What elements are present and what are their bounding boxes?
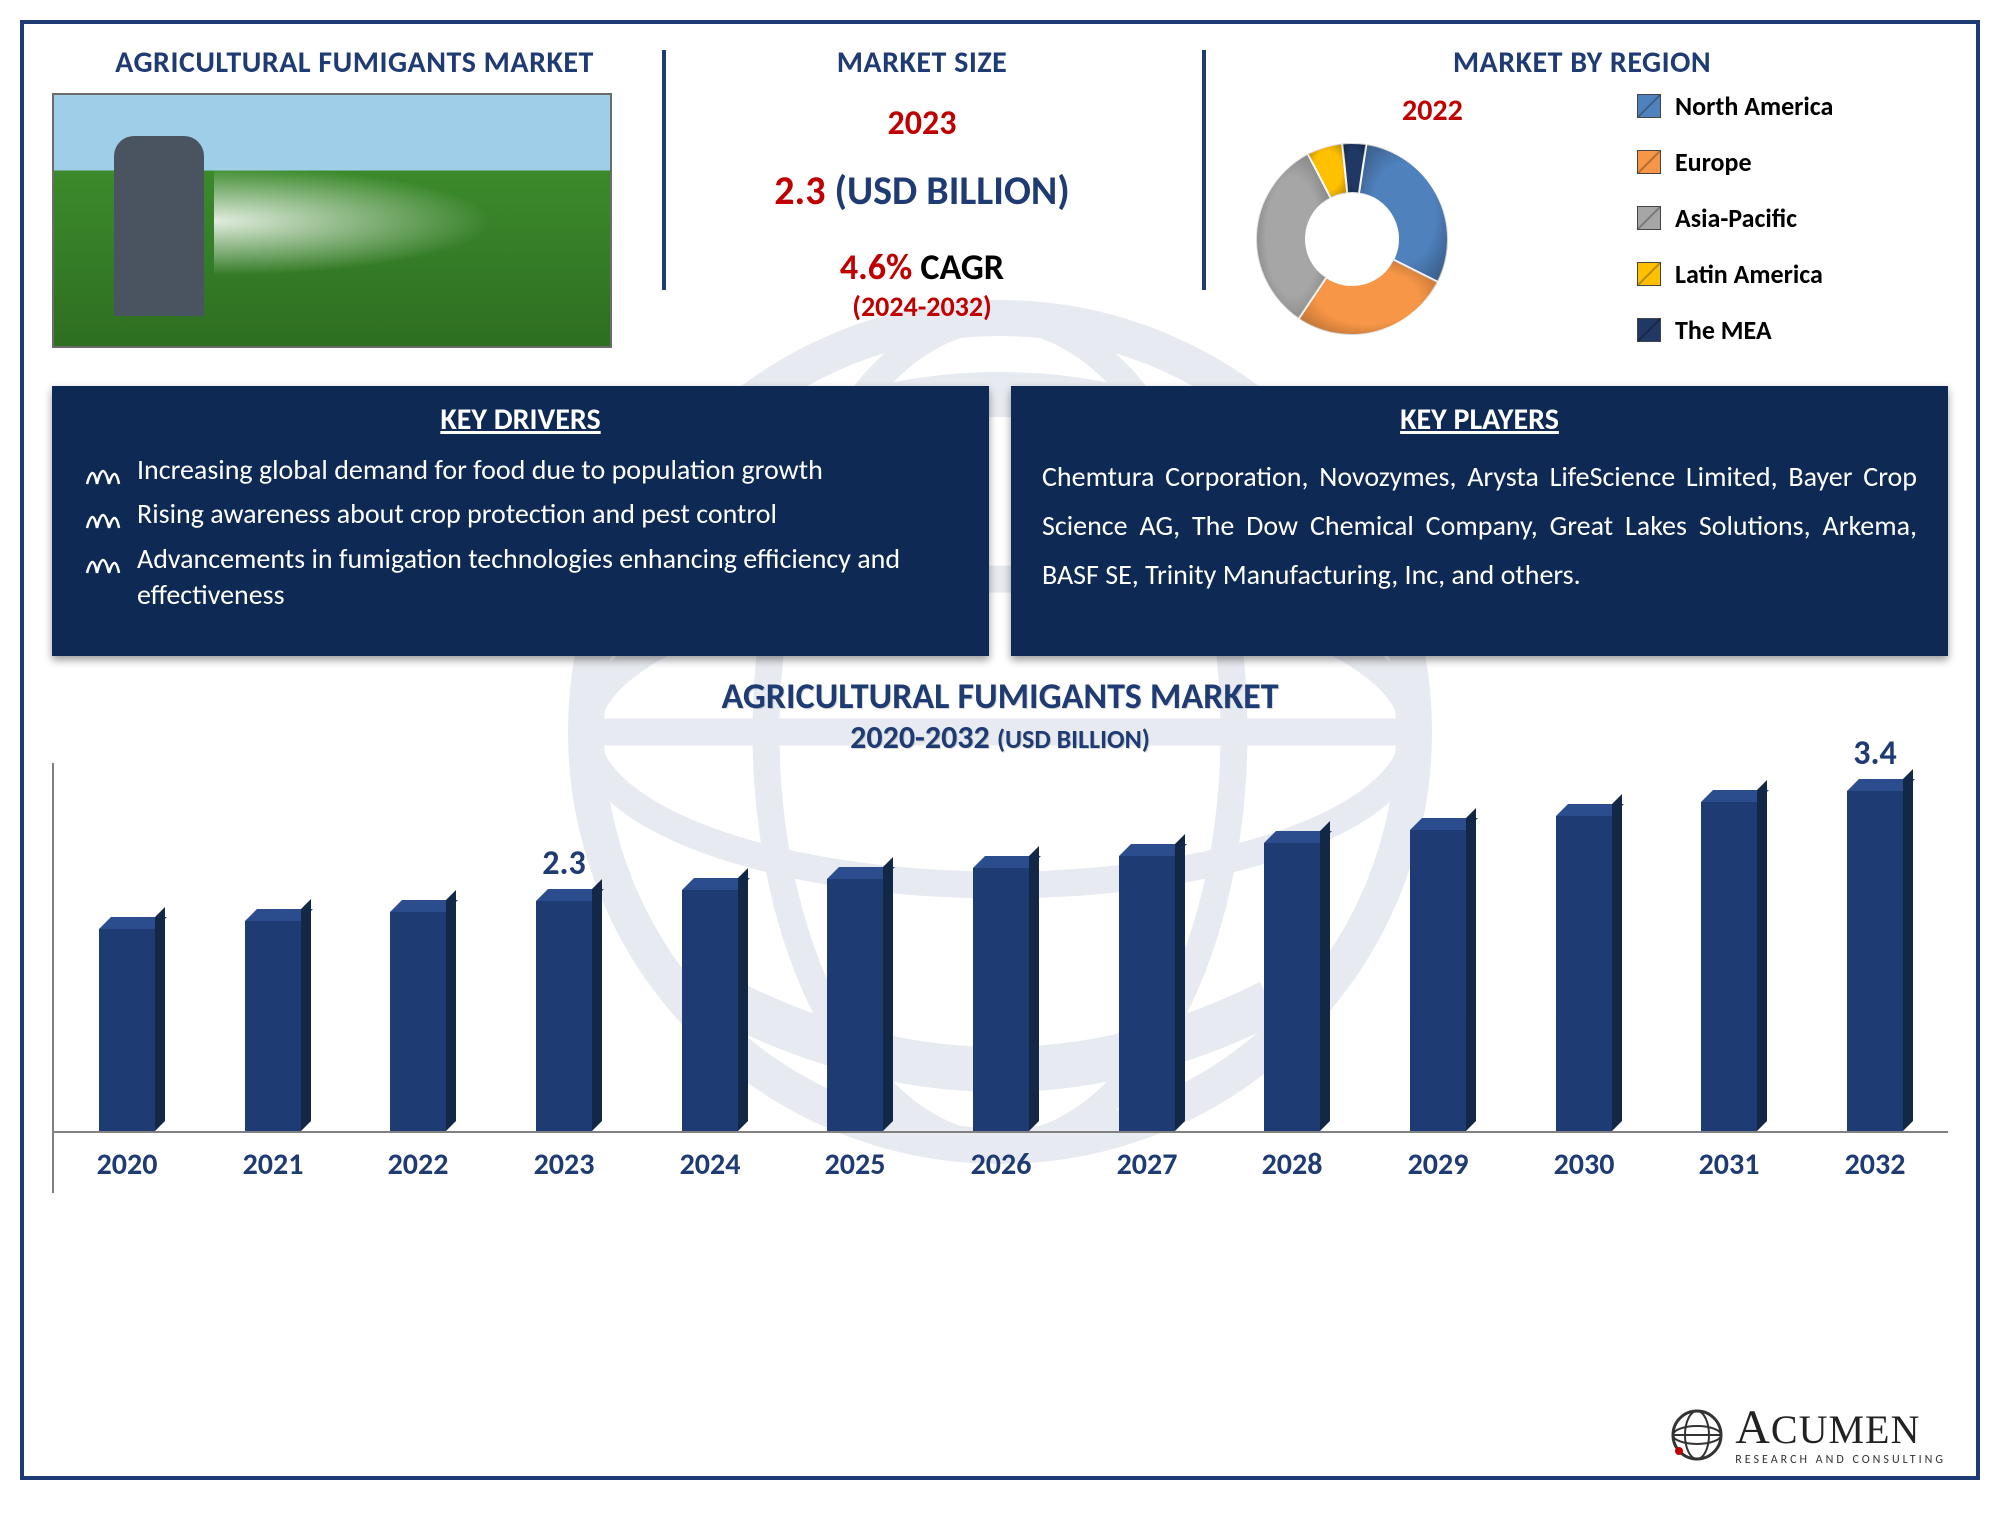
heading-market-size: MARKET SIZE	[657, 44, 1187, 81]
bar-chart-subtitle: 2020-2032 (USD BILLION)	[52, 718, 1948, 757]
market-size-unit: (USD BILLION)	[835, 166, 1070, 215]
hero-image-placeholder	[52, 93, 612, 348]
bar-chart-title: AGRICULTURAL FUMIGANTS MARKET	[52, 674, 1948, 718]
info-boxes-row: KEY DRIVERS Increasing global demand for…	[52, 386, 1948, 656]
key-drivers-title: KEY DRIVERS	[83, 401, 958, 438]
legend-label: North America	[1675, 90, 1833, 122]
bar: 2028	[1264, 843, 1320, 1131]
market-size-value: 2.3 (USD BILLION)	[657, 166, 1187, 215]
bar: 2031	[1701, 802, 1757, 1131]
legend-item: Latin America	[1637, 258, 1833, 290]
heading-market-region: MARKET BY REGION	[1217, 44, 1947, 81]
bar-value-label: 3.4	[1853, 733, 1897, 774]
bar-value-label: 2.3	[542, 843, 586, 884]
bar: 2022	[390, 912, 446, 1131]
legend-item: Europe	[1637, 146, 1833, 178]
driver-item: Increasing global demand for food due to…	[83, 452, 958, 488]
key-players-text: Chemtura Corporation, Novozymes, Arysta …	[1042, 452, 1917, 599]
legend-item: The MEA	[1637, 314, 1833, 346]
bar-chart-plot: 20202021202220232.3202420252026202720282…	[52, 763, 1948, 1193]
bar: 20323.4	[1847, 791, 1903, 1131]
bar: 2027	[1119, 856, 1175, 1131]
legend-label: Europe	[1675, 146, 1752, 178]
bar-category-label: 2032	[1845, 1146, 1906, 1183]
logo-text: ACUMEN RESEARCH AND CONSULTING	[1735, 1404, 1946, 1466]
donut-chart	[1247, 134, 1457, 344]
bar-category-label: 2031	[1699, 1146, 1760, 1183]
cagr-range: (2024-2032)	[657, 289, 1187, 324]
legend-swatch	[1637, 206, 1661, 230]
panel-market-region: MARKET BY REGION 2022 North America Europ…	[1187, 44, 1947, 364]
bar-category-label: 2022	[388, 1146, 449, 1183]
bar: 2024	[682, 890, 738, 1131]
heading-market-name: AGRICULTURAL FUMIGANTS MARKET	[52, 44, 657, 81]
bar-chart-unit: (USD BILLION)	[997, 723, 1150, 755]
bar-chart-baseline	[54, 1131, 1948, 1133]
bar-category-label: 2020	[96, 1146, 157, 1183]
brand-logo: ACUMEN RESEARCH AND CONSULTING	[1669, 1404, 1946, 1466]
bar: 2030	[1556, 816, 1612, 1131]
logo-tagline: RESEARCH AND CONSULTING	[1735, 1454, 1946, 1466]
key-drivers-box: KEY DRIVERS Increasing global demand for…	[52, 386, 989, 656]
bar: 2025	[827, 879, 883, 1131]
logo-globe-icon	[1669, 1407, 1725, 1463]
bar-category-label: 2027	[1116, 1146, 1177, 1183]
bar-chart-area: AGRICULTURAL FUMIGANTS MARKET 2020-2032 …	[52, 674, 1948, 1193]
legend-label: Latin America	[1675, 258, 1823, 290]
bar: 2020	[99, 929, 155, 1131]
legend-swatch	[1637, 94, 1661, 118]
legend-item: Asia-Pacific	[1637, 202, 1833, 234]
market-cagr: 4.6% CAGR	[657, 245, 1187, 289]
bar-chart-range: 2020-2032	[850, 718, 990, 757]
bar: 2021	[245, 921, 301, 1131]
legend-swatch	[1637, 318, 1661, 342]
market-size-year: 2023	[657, 103, 1187, 144]
driver-item: Rising awareness about crop protection a…	[83, 496, 958, 532]
region-year: 2022	[1402, 92, 1463, 129]
legend-label: Asia-Pacific	[1675, 202, 1797, 234]
bar-category-label: 2024	[679, 1146, 740, 1183]
legend-item: North America	[1637, 90, 1833, 122]
legend-swatch	[1637, 150, 1661, 174]
donut-legend: North America Europe Asia-Pacific Latin Ame…	[1637, 90, 1833, 370]
panel-title-image: AGRICULTURAL FUMIGANTS MARKET	[52, 44, 657, 364]
bar-category-label: 2025	[825, 1146, 886, 1183]
top-row: AGRICULTURAL FUMIGANTS MARKET MARKET SIZ…	[52, 44, 1948, 364]
cagr-label: CAGR	[920, 245, 1004, 289]
key-players-box: KEY PLAYERS Chemtura Corporation, Novozy…	[1011, 386, 1948, 656]
key-players-title: KEY PLAYERS	[1042, 401, 1917, 438]
driver-item: Advancements in fumigation technologies …	[83, 541, 958, 614]
bar: 2026	[973, 868, 1029, 1131]
bar-category-label: 2030	[1553, 1146, 1614, 1183]
bar-category-label: 2021	[242, 1146, 303, 1183]
bar-category-label: 2028	[1262, 1146, 1323, 1183]
cagr-value: 4.6%	[840, 245, 912, 289]
key-drivers-list: Increasing global demand for food due to…	[83, 452, 958, 614]
panel-market-size: MARKET SIZE 2023 2.3 (USD BILLION) 4.6% …	[657, 44, 1187, 364]
market-size-number: 2.3	[774, 166, 825, 215]
infographic-frame: AGRICULTURAL FUMIGANTS MARKET MARKET SIZ…	[20, 20, 1980, 1480]
bar: 2029	[1410, 830, 1466, 1131]
legend-swatch	[1637, 262, 1661, 286]
legend-label: The MEA	[1675, 314, 1772, 346]
bar: 20232.3	[536, 901, 592, 1131]
logo-name: ACUMEN	[1735, 1404, 1946, 1452]
bar-category-label: 2026	[971, 1146, 1032, 1183]
bar-category-label: 2023	[534, 1146, 595, 1183]
bar-category-label: 2029	[1408, 1146, 1469, 1183]
